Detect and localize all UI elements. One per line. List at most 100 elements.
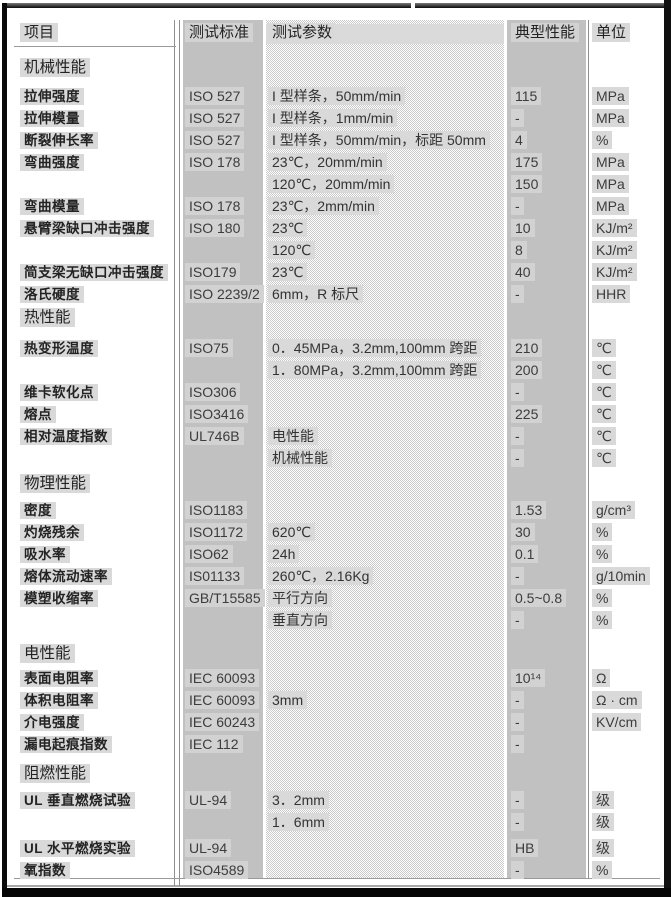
unit-cell: 级 [592,838,614,860]
typical-cell: 225 [511,404,543,426]
standard-cell: ISO 527 [185,130,245,152]
unit-cell-text: ℃ [592,427,616,445]
standard-cell: IEC 60093 [185,668,260,690]
standard-cell: UL-94 [185,838,232,860]
unit-cell-text: % [592,589,613,607]
unit-cell: 级 [592,812,614,834]
unit-cell-text: KJ/m² [592,219,637,237]
table-row: 熔体流动速率 IS01133 260℃，2.16Kg - g/10min [0,566,671,588]
unit-cell-text: 级 [592,791,614,809]
unit-cell: % [592,860,613,882]
table-row: 维卡软化点 ISO306 - ℃ [0,382,671,404]
table-row: 模塑收缩率 GB/T15585 平行方向 0.5~0.8% [0,588,671,610]
frame-top-border [2,3,669,8]
standard-cell: ISO75 [185,338,233,360]
params-cell-text: 24h [268,545,300,563]
typical-cell-text: 8 [511,241,527,259]
item-cell-text: 氧指数 [20,862,70,879]
typical-cell: 10¹⁴ [511,668,546,690]
typical-cell-text: - [511,791,524,809]
standard-cell: ISO 180 [185,218,245,240]
column-header-params: 测试参数 [268,20,337,46]
item-cell: UL 垂直燃烧试验 [20,790,136,812]
unit-cell-text: % [592,545,613,563]
params-cell: 机械性能 [268,448,332,470]
frame-right-border [664,0,671,897]
params-cell-text: 120℃ [268,241,316,259]
standard-cell: ISO 527 [185,86,245,108]
column-header-standard: 测试标准 [185,20,254,46]
unit-cell: KJ/m² [592,240,637,262]
typical-cell: 0.5~0.8 [511,588,567,610]
typical-cell-text: - [511,449,524,467]
table-row: UL 垂直燃烧试验 UL-94 3．2mm - 级 [0,790,671,812]
item-cell: 模塑收缩率 [20,588,98,610]
typical-cell-text: 1.53 [511,501,547,519]
unit-cell: Ω · cm [592,690,642,712]
item-cell: 漏电起痕指数 [20,734,112,756]
typical-cell-text: 225 [511,405,543,423]
item-cell: 洛氏硬度 [20,284,84,306]
typical-cell-text: - [511,109,524,127]
table-row: 1．80MPa，3.2mm,100mm 跨距 200 ℃ [0,360,671,382]
params-cell-text: 机械性能 [268,449,332,467]
table-row: 密度 ISO1183 1.53 g/cm³ [0,500,671,522]
typical-cell: 8 [511,240,527,262]
typical-cell-text: - [511,427,524,445]
item-cell: 灼烧残余 [20,522,84,544]
table-bottom-rule [14,878,660,879]
unit-cell-text: MPa [592,197,629,215]
unit-cell-text: ℃ [592,339,616,357]
item-cell-text: UL 水平燃烧实验 [20,840,136,857]
column-header-unit: 单位 [592,20,631,46]
typical-cell: HB [511,838,539,860]
table-row: 120℃ 8 KJ/m² [0,240,671,262]
standard-cell: ISO 2239/2 [185,284,264,306]
item-cell: 氧指数 [20,860,70,882]
unit-cell: ℃ [592,404,616,426]
unit-cell-text: g/10min [592,567,650,585]
item-cell-text: 弯曲强度 [20,154,84,171]
typical-cell-text: 10 [511,219,535,237]
item-cell: 表面电阻率 [20,668,98,690]
item-cell-text: 热变形温度 [20,340,98,357]
params-cell: 23℃ [268,262,308,284]
item-cell-text: 悬臂梁缺口冲击强度 [20,220,154,237]
typical-cell-text: HB [511,839,539,857]
section-title: 机械性能 [20,56,91,80]
column-header-typical-label: 典型性能 [511,23,580,42]
typical-cell: 40 [511,262,535,284]
standard-cell: ISO1183 [185,500,248,522]
item-cell: 简支梁无缺口冲击强度 [20,262,168,284]
typical-cell: 115 [511,86,542,108]
typical-cell: - [511,196,524,218]
params-cell-text: 0．45MPa，3.2mm,100mm 跨距 [268,339,482,357]
params-cell-text: 1．80MPa，3.2mm,100mm 跨距 [268,361,482,379]
table-row: 拉伸强度 ISO 527 I 型样条，50mm/min 115 MPa [0,86,671,108]
standard-cell: ISO62 [185,544,233,566]
params-cell: I 型样条，1mm/min [268,108,398,130]
section-title: 阻燃性能 [20,762,91,786]
params-cell-text: 1．6mm [268,813,329,831]
section-title: 热性能 [20,306,75,330]
typical-cell: 30 [511,522,535,544]
unit-cell-text: Ω [592,669,611,687]
params-cell: 23℃，20mm/min [268,152,387,174]
unit-cell: Ω [592,668,611,690]
params-cell: 3mm [268,690,308,712]
standard-cell-text: ISO306 [185,383,241,401]
standard-cell-text: ISO 180 [185,219,245,237]
params-cell: I 型样条，50mm/min [268,86,406,108]
typical-cell: 1.53 [511,500,547,522]
standard-cell: ISO179 [185,262,241,284]
item-cell: UL 水平燃烧实验 [20,838,136,860]
typical-cell-text: - [511,813,524,831]
typical-cell: - [511,790,524,812]
params-cell: 620℃ [268,522,316,544]
unit-cell-text: MPa [592,87,629,105]
item-cell: 拉伸强度 [20,86,84,108]
item-cell-text: 断裂伸长率 [20,132,98,149]
column-header-params-label: 测试参数 [268,23,337,42]
params-cell-text: I 型样条，1mm/min [268,109,398,127]
table-row: 体积电阻率 IEC 60093 3mm - Ω · cm [0,690,671,712]
